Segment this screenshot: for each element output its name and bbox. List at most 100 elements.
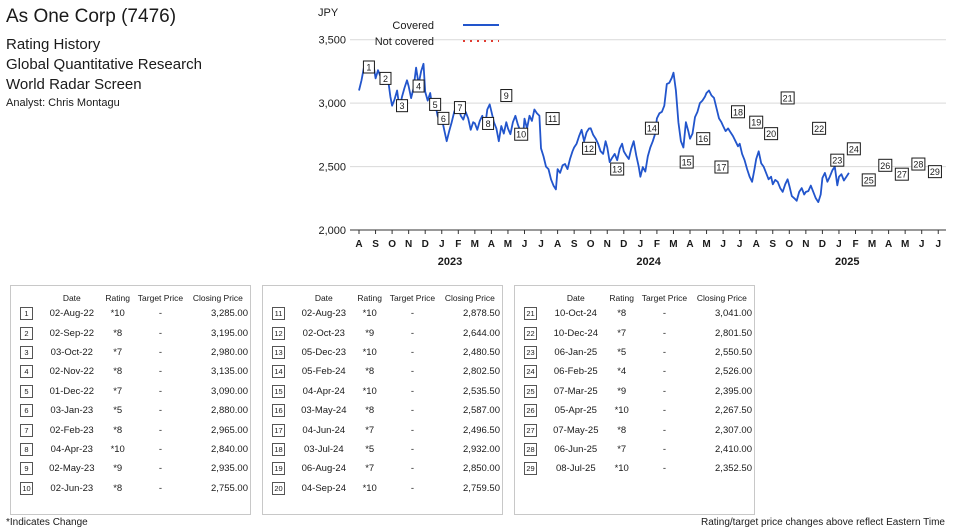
closing-price: 3,041.00 [715,308,752,320]
rating-marker-box [780,91,795,105]
closing-price: 2,840.00 [211,443,248,455]
row-number: 17 [271,420,295,439]
rating-value: *7 [113,385,123,397]
rating-marker-box [482,116,495,130]
target-price: - [662,346,667,358]
rating-marker-label: 17 [716,163,726,173]
target-price: - [158,463,163,475]
rating-history-table: Date Rating Target Price Closing Price 21 10-… [523,292,754,479]
rating-marker-box [696,132,711,146]
row-number-box: 12 [272,326,285,340]
table-row: 8 04-Apr-23 *10 - 2,840.00 [19,440,250,459]
rating-marker-label: 25 [864,175,874,185]
column-header: Closing Price [696,293,747,303]
target-price: - [410,308,415,320]
rating-marker-box [362,60,375,74]
x-tick-label: M [901,239,909,250]
target-price: - [410,424,415,436]
closing-price: 2,496.50 [463,424,500,436]
x-tick-label: S [571,239,578,250]
column-header [523,292,547,304]
rating-marker-label: 27 [897,170,907,180]
column-header: Target Price [641,293,688,303]
x-tick-label: A [488,239,495,250]
rating-value: *9 [617,385,627,397]
table-row: 7 02-Feb-23 *8 - 2,965.00 [19,420,250,439]
rating-marker-box [878,158,893,172]
rating-date: 03-Oct-22 [50,346,93,358]
rating-value: *7 [365,463,375,475]
page-title: As One Corp (7476) [6,6,177,27]
closing-price: 2,587.00 [463,405,500,417]
rating-date: 07-Mar-25 [553,385,598,397]
column-header: Rating [609,293,634,303]
target-price: - [662,424,667,436]
target-price: - [158,482,163,494]
x-tick-label: N [604,239,611,250]
row-number-box: 18 [272,442,285,456]
column-header: Date [566,293,585,303]
rating-marker-label: 8 [486,119,491,129]
row-number: 28 [523,440,547,459]
row-number-box: 16 [272,404,285,418]
target-price: - [662,366,667,378]
table-row: 27 07-May-25 *8 - 2,307.00 [523,420,754,439]
x-tick-label: O [587,239,595,250]
subtitle-rating-history: Rating History [6,36,101,53]
rating-value: *10 [362,482,377,494]
rating-value: *8 [113,424,123,436]
row-number: 10 [19,479,43,498]
rating-marker-label: 20 [766,129,776,139]
table-row: 23 06-Jan-25 *5 - 2,550.50 [523,343,754,362]
closing-price: 2,755.00 [211,482,248,494]
rating-marker-box [830,153,845,167]
closing-price: 2,880.00 [211,405,248,417]
rating-value: *10 [362,346,377,358]
rating-marker-label: 22 [814,124,824,134]
target-price: - [662,463,667,475]
rating-marker-box [894,167,909,181]
row-number: 2 [19,323,43,342]
row-number-box: 29 [524,462,537,476]
row-number-box: 24 [524,365,537,379]
row-number-box: 9 [20,462,33,476]
closing-price: 2,801.50 [715,327,752,339]
x-tick-label: A [753,239,760,250]
row-number-box: 22 [524,326,537,340]
table-row: 13 05-Dec-23 *10 - 2,480.50 [271,343,502,362]
row-number-box: 8 [20,442,33,456]
rating-date: 02-Aug-23 [301,308,346,320]
row-number: 18 [271,440,295,459]
rating-date: 02-Nov-22 [49,366,94,378]
table-row: 2 02-Sep-22 *8 - 3,195.00 [19,323,250,342]
closing-price: 2,980.00 [211,346,248,358]
rating-marker-label: 9 [504,91,509,101]
row-number: 20 [271,479,295,498]
row-number: 16 [271,401,295,420]
subtitle-research: Global Quantitative Research [6,56,202,73]
x-tick-label: A [355,239,362,250]
rating-value: *9 [365,327,375,339]
table-row: 29 08-Jul-25 *10 - 2,352.50 [523,459,754,478]
closing-price: 2,802.50 [463,366,500,378]
x-tick-label: M [868,239,876,250]
row-number-box: 11 [272,307,285,321]
rating-marker-box [379,71,392,85]
row-number: 7 [19,420,43,439]
table-row: 5 01-Dec-22 *7 - 3,090.00 [19,382,250,401]
rating-value: *9 [113,463,123,475]
column-header: Rating [105,293,130,303]
target-price: - [158,327,163,339]
rating-marker-box [412,79,425,93]
x-tick-label: D [422,239,429,250]
table-row: 20 04-Sep-24 *10 - 2,759.50 [271,479,502,498]
row-number-box: 26 [524,404,537,418]
column-header: Closing Price [444,293,495,303]
rating-value: *8 [113,366,123,378]
table-row: 24 06-Feb-25 *4 - 2,526.00 [523,362,754,381]
x-tick-label: N [405,239,412,250]
target-price: - [410,385,415,397]
table-header-row: Date Rating Target Price Closing Price [19,292,250,304]
row-number-box: 2 [20,326,33,340]
row-number: 11 [271,304,295,323]
